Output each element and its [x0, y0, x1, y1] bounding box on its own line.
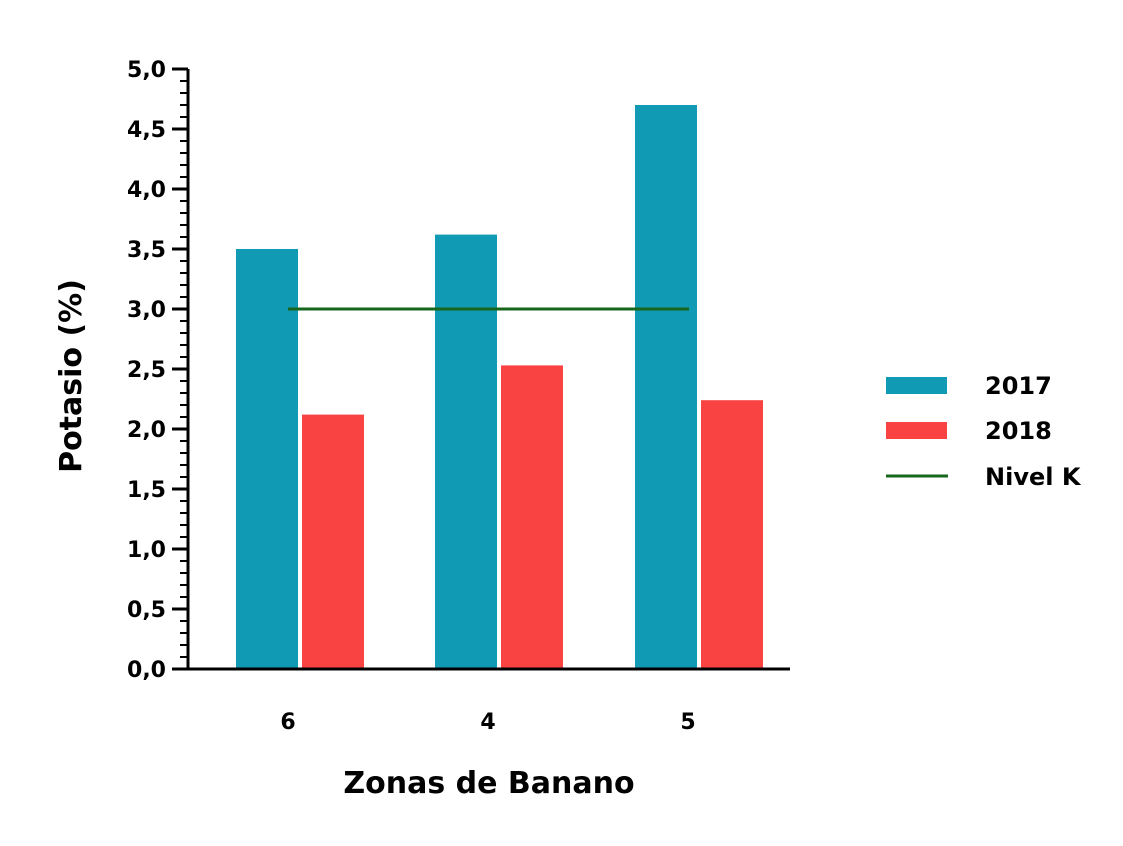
- x-tick-label: 6: [280, 710, 295, 735]
- legend-label: 2017: [985, 372, 1052, 400]
- y-tick-label: 3,5: [127, 238, 166, 263]
- x-ticks-group: 6 4 5: [280, 710, 695, 735]
- bar-2018-zona-5: [701, 400, 763, 669]
- bar-2018-zona-4: [501, 365, 563, 669]
- x-tick-label: 5: [680, 710, 695, 735]
- y-tick-label: 2,5: [127, 358, 166, 383]
- y-tick-label: 0,5: [127, 598, 166, 623]
- y-tick-label: 1,5: [127, 478, 166, 503]
- y-tick-label: 5,0: [127, 58, 166, 83]
- legend-swatch-2018: [886, 422, 947, 439]
- y-axis-title: Potasio (%): [54, 279, 89, 473]
- bars-group: [236, 105, 763, 669]
- x-tick-label: 4: [480, 710, 495, 735]
- bar-2017-zona-6: [236, 249, 298, 669]
- bar-2018-zona-6: [302, 414, 364, 669]
- y-tick-label: 4,0: [127, 178, 166, 203]
- legend: 2017 2018 Nivel K: [886, 372, 1082, 491]
- y-tick-label: 1,0: [127, 538, 166, 563]
- y-tick-label: 4,5: [127, 118, 166, 143]
- y-tick-label: 0,0: [127, 658, 166, 683]
- bar-2017-zona-4: [435, 234, 497, 669]
- x-axis-title: Zonas de Banano: [343, 766, 634, 801]
- y-tick-label: 2,0: [127, 418, 166, 443]
- legend-label: Nivel K: [985, 463, 1082, 491]
- legend-label: 2018: [985, 417, 1052, 445]
- y-tick-label: 3,0: [127, 298, 166, 323]
- legend-swatch-2017: [886, 377, 947, 394]
- bar-2017-zona-5: [635, 105, 697, 669]
- y-ticks-group: 0,0 0,5 1,0 1,5 2,0 2,5 3,0 3,5 4,0 4,5 5,0: [127, 58, 188, 683]
